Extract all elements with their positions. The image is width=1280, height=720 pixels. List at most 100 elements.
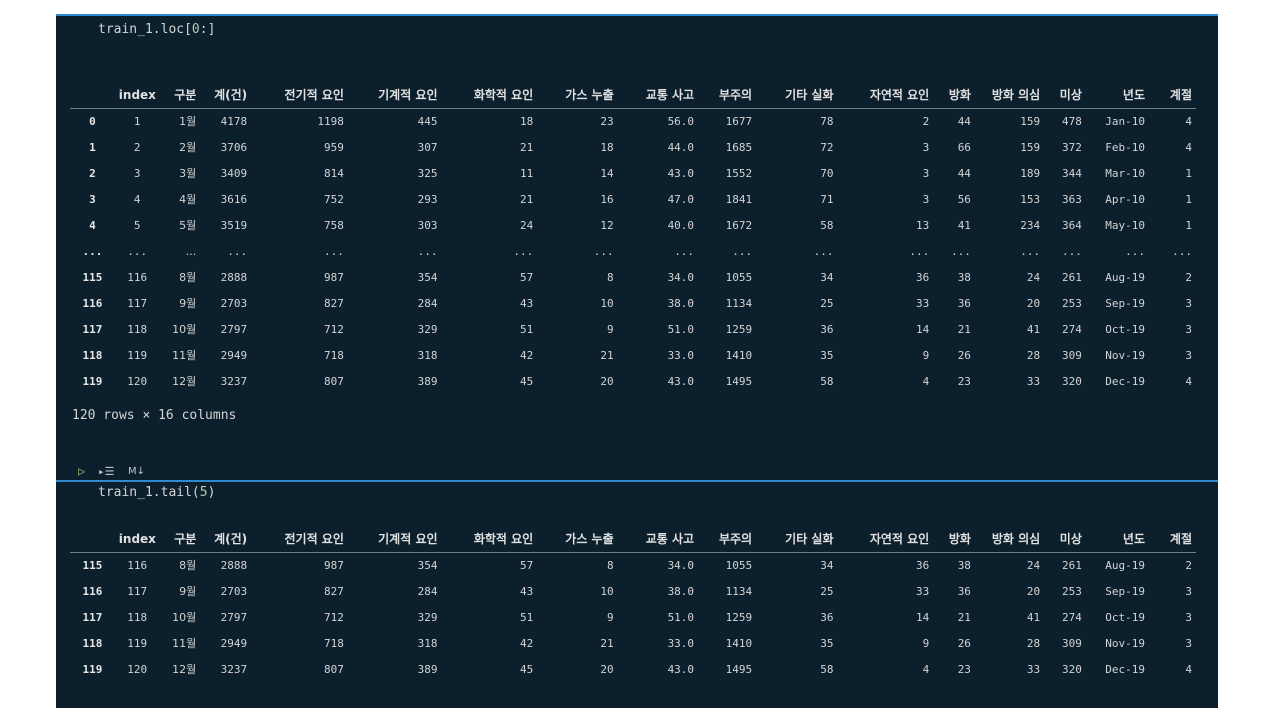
table-cell: 118 xyxy=(127,610,148,624)
table-cell: 284 xyxy=(417,296,438,310)
table-cell: 117 xyxy=(127,584,148,598)
table-cell: 718 xyxy=(324,636,344,650)
table-cell: 752 xyxy=(324,192,344,206)
table-cell: 41 xyxy=(1026,322,1041,336)
table-cell: 959 xyxy=(324,140,344,154)
table-cell: 3 xyxy=(1185,296,1192,310)
table-cell: 261 xyxy=(1062,270,1082,284)
column-header: index xyxy=(114,82,160,109)
table-cell: 26 xyxy=(957,348,971,362)
table-cell: 23 xyxy=(600,114,614,128)
table-cell: 1 xyxy=(1185,218,1192,232)
table-cell: 3 xyxy=(1185,584,1192,598)
table-cell: 261 xyxy=(1062,558,1082,572)
code-number: 5 xyxy=(199,485,208,500)
table-cell: 14 xyxy=(915,610,930,624)
table-cell: 9 xyxy=(607,610,614,624)
table-cell: 807 xyxy=(324,662,344,676)
table-cell: 3월 xyxy=(179,167,197,180)
table-cell: ... xyxy=(417,244,438,258)
table-cell: Sep-19 xyxy=(1105,296,1145,310)
row-index: 115 xyxy=(82,270,103,284)
table-cell: 23 xyxy=(957,374,971,388)
code-text-suffix: ) xyxy=(207,485,216,500)
table-cell: 3 xyxy=(922,140,930,154)
table-cell: 25 xyxy=(820,584,834,598)
table-cell: 827 xyxy=(324,584,344,598)
code-cell-loc[interactable]: train_1.loc[0:] xyxy=(98,22,215,37)
table-cell: ... xyxy=(909,244,930,258)
table-cell: 42 xyxy=(519,636,534,650)
table-cell: 309 xyxy=(1062,348,1082,362)
table-cell: 36 xyxy=(820,610,834,624)
table-cell: 120 xyxy=(127,374,148,388)
notebook-panel: train_1.loc[0:] index 구분 계(건) 전기적 요인 기계적 요인 화… xyxy=(56,14,1218,708)
table-cell: 8 xyxy=(607,270,614,284)
table-cell: 3409 xyxy=(220,166,248,180)
table-cell: 10월 xyxy=(172,611,197,624)
table-cell: 116 xyxy=(127,558,148,572)
table-row: 0 1 1월 4178 1198 445 18 23 56.0 1677 78 2 44 159 478 Ja… xyxy=(70,108,1196,134)
table-cell: 2797 xyxy=(220,610,248,624)
table-cell: 293 xyxy=(417,192,438,206)
table-cell: 389 xyxy=(417,662,438,676)
column-header: 화학적 요인 xyxy=(441,82,538,109)
table-cell: 10 xyxy=(600,584,614,598)
column-header: 자연적 요인 xyxy=(837,526,934,553)
table-cell: 57 xyxy=(519,558,534,572)
table-cell: Aug-19 xyxy=(1105,270,1145,284)
table-cell: 807 xyxy=(324,374,344,388)
table-cell: Nov-19 xyxy=(1105,636,1145,650)
table-cell: Nov-19 xyxy=(1105,348,1145,362)
table-cell: 2703 xyxy=(220,584,248,598)
table-row: 119 120 12월 3237 807 389 45 20 43.0 1495 58 4 23 33 32… xyxy=(70,368,1196,394)
table-cell: 58 xyxy=(820,374,834,388)
row-index: 2 xyxy=(89,166,96,180)
table-cell: 41 xyxy=(1026,610,1041,624)
table-cell: 18 xyxy=(600,140,614,154)
table-cell: 51 xyxy=(519,610,534,624)
table-cell: 4 xyxy=(1185,662,1192,676)
table-cell: 1410 xyxy=(725,636,753,650)
table-row: 1 2 2월 3706 959 307 21 18 44.0 1685 72 3 66 159 372 Feb… xyxy=(70,134,1196,160)
table-cell: 56 xyxy=(957,192,971,206)
table-cell: 21 xyxy=(600,348,614,362)
run-by-line-icon[interactable]: ▸☰ xyxy=(98,465,115,478)
table-cell: 1월 xyxy=(179,115,197,129)
table-cell: 354 xyxy=(417,558,438,572)
table-cell: 56.0 xyxy=(667,114,695,128)
table-row: 118 119 11월 2949 718 318 42 21 33.0 1410 35 9 26 28 30… xyxy=(70,342,1196,368)
code-cell-tail[interactable]: train_1.tail(5) xyxy=(98,485,215,500)
column-header: 자연적 요인 xyxy=(837,82,934,109)
markdown-toggle[interactable]: M↓ xyxy=(128,466,146,477)
dataframe-output-tail: index 구분 계(건) 전기적 요인 기계적 요인 화학적 요인 가스 누출 교통 사고 부… xyxy=(70,526,1196,682)
table-cell: ... xyxy=(324,244,344,258)
table-cell: 58 xyxy=(820,218,834,232)
table-cell: 2888 xyxy=(220,558,248,572)
table-cell: 153 xyxy=(1020,192,1041,206)
table-cell: 3 xyxy=(133,166,141,180)
table-cell: 1134 xyxy=(725,296,753,310)
table-cell: 11월 xyxy=(172,637,197,650)
row-index: 117 xyxy=(82,322,103,336)
table-cell: 12 xyxy=(600,218,614,232)
table-row: 119 120 12월 3237 807 389 45 20 43.0 1495 58 4 23 33 32… xyxy=(70,656,1196,682)
table-cell: 1055 xyxy=(725,270,753,284)
table-cell: 51 xyxy=(519,322,534,336)
column-header: 부주의 xyxy=(698,526,757,553)
table-cell: 70 xyxy=(820,166,834,180)
table-cell: 13 xyxy=(915,218,930,232)
table-cell: 9월 xyxy=(179,585,197,598)
table-cell: 43.0 xyxy=(667,166,695,180)
table-cell: 12월 xyxy=(172,663,197,676)
column-header: 방화 xyxy=(933,82,975,109)
play-icon[interactable]: ▷ xyxy=(78,464,86,478)
table-cell: 1552 xyxy=(725,166,753,180)
table-cell: 51.0 xyxy=(667,322,695,336)
table-cell: 3237 xyxy=(220,374,248,388)
table-cell: 43 xyxy=(519,584,534,598)
table-cell: 118 xyxy=(127,322,148,336)
table-cell: 42 xyxy=(519,348,534,362)
table-cell: 3 xyxy=(1185,348,1192,362)
table-cell: 814 xyxy=(324,166,344,180)
